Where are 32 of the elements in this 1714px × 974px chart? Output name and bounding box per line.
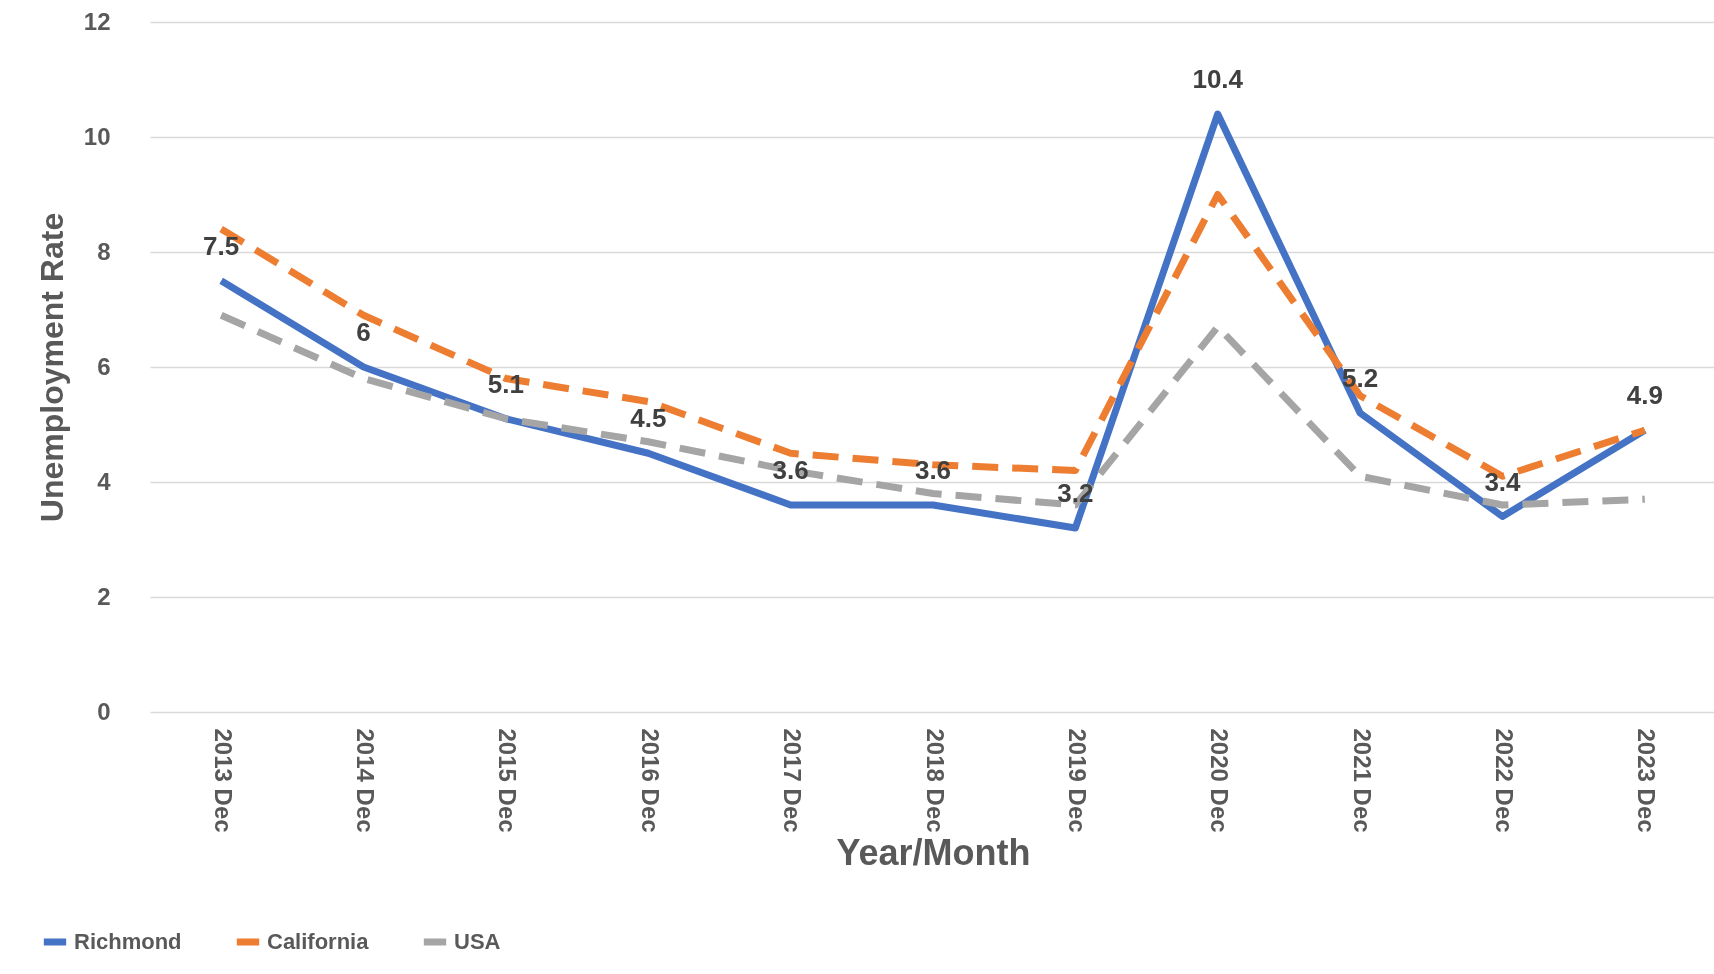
y-tick-label: 4 [97, 467, 112, 495]
data-label: 7.5 [203, 230, 240, 261]
x-tick-label: 2013 Dec [209, 728, 237, 833]
data-label: 5.1 [487, 368, 524, 399]
legend-label: USA [454, 929, 501, 954]
x-axis-title: Year/Month [836, 831, 1031, 873]
legend-label: Richmond [74, 929, 182, 954]
x-tick-label: 2023 Dec [1633, 728, 1661, 833]
x-tick-label: 2016 Dec [636, 728, 664, 833]
x-tick-label: 2018 Dec [921, 728, 949, 833]
data-label: 4.5 [630, 403, 667, 434]
x-tick-label: 2015 Dec [494, 728, 522, 833]
data-label: 3.4 [1484, 466, 1522, 497]
x-tick-label: 2021 Dec [1348, 728, 1376, 833]
y-tick-label: 12 [83, 7, 111, 35]
y-tick-label: 10 [83, 122, 111, 150]
x-tick-label: 2022 Dec [1490, 728, 1518, 833]
y-tick-label: 2 [97, 582, 111, 610]
y-tick-label: 6 [97, 352, 111, 380]
y-axis-title: Unemployment Rate [33, 212, 70, 523]
x-tick-label: 2017 Dec [779, 728, 807, 833]
data-label: 3.2 [1057, 478, 1094, 508]
x-tick-label: 2020 Dec [1206, 728, 1234, 833]
data-label: 10.4 [1192, 64, 1244, 94]
legend-label: California [267, 929, 370, 954]
data-label: 4.9 [1626, 380, 1663, 411]
data-label: 6 [356, 317, 371, 347]
y-tick-label: 8 [97, 237, 111, 265]
x-tick-label: 2014 Dec [352, 728, 380, 833]
x-tick-label: 2019 Dec [1063, 728, 1091, 833]
y-tick-label: 0 [97, 697, 111, 725]
data-label: 3.6 [772, 455, 809, 485]
